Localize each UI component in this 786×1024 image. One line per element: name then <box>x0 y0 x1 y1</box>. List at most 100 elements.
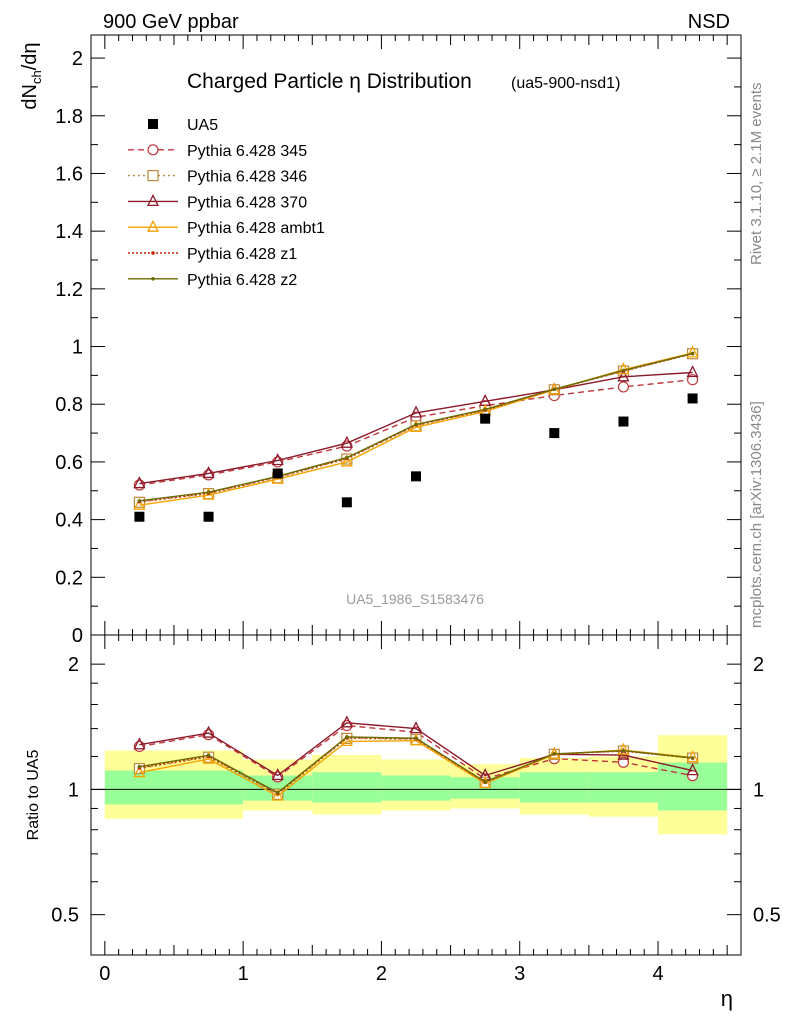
series-5-point <box>137 499 142 503</box>
chart-title: Charged Particle η Distribution <box>187 70 472 93</box>
x-tick-label-3: 3 <box>514 963 525 985</box>
series-5-point <box>621 368 626 373</box>
y-tick-label-8: 1.6 <box>55 163 83 185</box>
ratio-tick-label-right-1: 1 <box>753 779 764 801</box>
series-3-ratio-point <box>479 776 492 789</box>
y-axis-label: dNch/dη <box>19 42 44 109</box>
series-5-ratio-point <box>275 790 280 795</box>
legend-label-1: Pythia 6.428 345 <box>187 143 307 160</box>
series-2-line <box>139 371 693 485</box>
series-2-point <box>133 476 146 489</box>
series-3-point <box>133 497 146 510</box>
y-tick-label-9: 1.8 <box>55 106 83 128</box>
legend-marker-3 <box>146 193 160 207</box>
x-tick-label-2: 2 <box>376 963 387 985</box>
ratio-tick-label-right-0: 0.5 <box>753 905 781 927</box>
series-0-point <box>686 374 699 386</box>
series-3-point <box>202 487 215 500</box>
series-5-ratio-point <box>137 764 142 769</box>
series-2-ratio-point <box>133 737 146 750</box>
ua5-point <box>480 413 491 424</box>
y-tick-label-10: 2 <box>72 48 83 70</box>
series-0-point <box>617 381 630 393</box>
series-2-ratio-point <box>409 721 423 734</box>
ua5-point <box>687 393 698 404</box>
band-inner-6 <box>588 772 659 803</box>
watermark-label: UA5_1986_S1583476 <box>346 591 484 607</box>
series-5-ratio-point <box>690 756 695 760</box>
series-2-ratio-point <box>340 715 353 728</box>
ua5-point <box>272 468 283 479</box>
series-2-ratio-point <box>686 763 699 776</box>
series-5-ratio-point <box>552 752 557 756</box>
series-5-point <box>552 387 557 392</box>
mcplots-label: mcplots.cern.ch [arXiv:1306.3436] <box>748 401 765 628</box>
series-5-point <box>206 490 211 495</box>
ratio-plot-frame <box>90 634 742 956</box>
ratio-tick-label-2: 2 <box>68 654 79 676</box>
ratio-y-axis-label: Ratio to UA5 <box>25 750 42 841</box>
legend-marker-1 <box>147 144 159 156</box>
band-inner-3 <box>381 775 451 801</box>
ratio-tick-label-1: 1 <box>68 779 79 801</box>
legend-label-0: UA5 <box>187 117 218 134</box>
ua5-point <box>203 511 214 522</box>
series-3-ratio-point <box>617 742 630 755</box>
series-5-ratio-point <box>206 753 211 758</box>
rivet-label: Rivet 3.1.10, ≥ 2.1M events <box>748 83 765 266</box>
series-2-point <box>271 453 284 466</box>
legend-label-6: Pythia 6.428 z2 <box>187 272 297 289</box>
series-5-ratio-point <box>621 748 626 753</box>
series-3-ratio-point <box>271 788 284 801</box>
series-3-point <box>686 345 699 358</box>
legend-label-5: Pythia 6.428 z1 <box>187 246 297 263</box>
legend-label-4: Pythia 6.428 ambt1 <box>187 220 325 237</box>
y-tick-label-5: 1 <box>72 337 83 359</box>
series-3-ratio-point <box>686 750 699 763</box>
chart-title-suffix: (ua5-900-nsd1) <box>511 75 620 92</box>
data-points <box>134 393 698 522</box>
series-5-point <box>690 351 695 356</box>
series-lines <box>133 345 699 801</box>
series-0-ratio-point <box>686 770 699 782</box>
series-3-point <box>340 454 353 467</box>
y-tick-label-3: 0.6 <box>55 452 83 474</box>
axes: 0 0.2 0.4 0.6 0.8 1 1.2 1.4 1.6 1.8 2 0 1 2 3 4 0.5 0.5 1 1… <box>51 35 781 985</box>
ua5-point <box>549 428 560 439</box>
y-tick-label-7: 1.4 <box>55 221 83 243</box>
legend-label-2: Pythia 6.428 346 <box>187 169 307 186</box>
y-tick-label-0: 0 <box>72 625 83 647</box>
y-tick-label-1: 0.2 <box>55 567 83 589</box>
ua5-point <box>134 511 145 522</box>
series-2-ratio-point <box>202 725 215 738</box>
series-2-point <box>340 435 353 448</box>
series-2-ratio-line <box>139 722 693 777</box>
y-tick-label-4: 0.8 <box>55 394 83 416</box>
series-2-point <box>202 466 215 479</box>
series-5-ratio-point <box>414 736 418 741</box>
ua5-point <box>618 416 629 427</box>
band-inner-5 <box>519 772 589 803</box>
ua5-point <box>411 471 421 482</box>
legend-marker-ua5 <box>148 119 158 129</box>
x-axis-label: η <box>721 986 733 1011</box>
series-2-point <box>409 405 423 418</box>
series-2-point <box>617 369 630 382</box>
y-tick-label-6: 1.2 <box>55 279 83 301</box>
series-5-ratio-point <box>483 780 487 784</box>
series-0-line <box>139 379 693 486</box>
series-5-point <box>414 422 418 427</box>
legend-marker-4 <box>146 219 160 232</box>
ua5-point <box>341 497 352 508</box>
series-3-point <box>617 362 630 375</box>
x-tick-label-0: 0 <box>99 963 110 985</box>
legend-marker-6 <box>151 277 155 281</box>
ratio-tick-label-0: 0.5 <box>51 905 79 927</box>
header-left: 900 GeV ppbar <box>103 11 239 33</box>
legend-marker-5 <box>151 251 155 255</box>
series-2-ratio-point <box>479 768 492 781</box>
header-right: NSD <box>688 11 730 33</box>
legend-marker-2 <box>147 170 159 182</box>
legend: UA5 Pythia 6.428 345 Pythia 6.428 346 Pythi… <box>128 117 325 289</box>
series-5-ratio-point <box>345 735 349 739</box>
